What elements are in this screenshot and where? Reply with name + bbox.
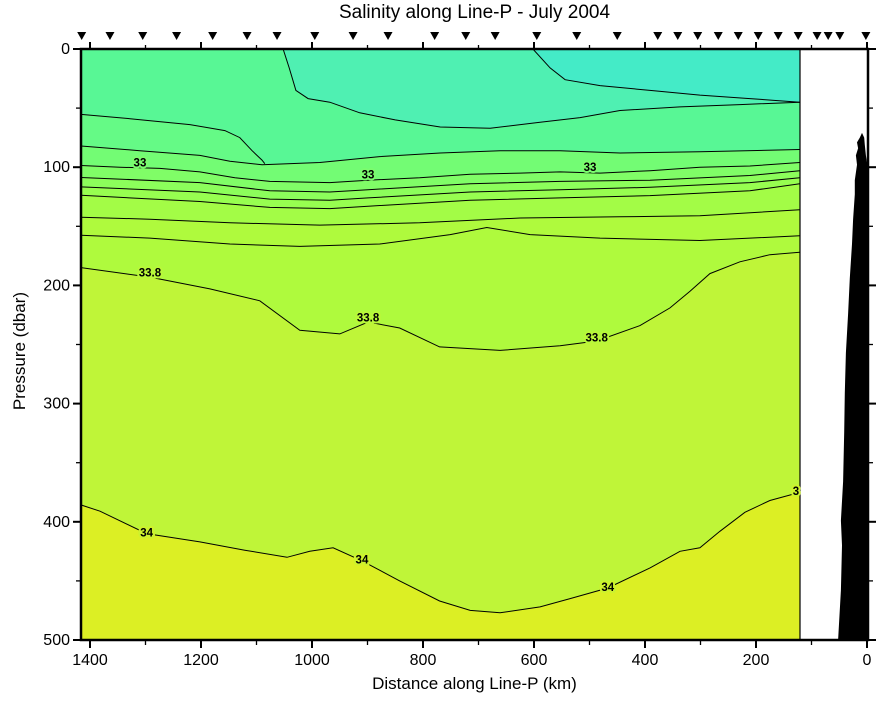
station-marker-icon bbox=[823, 32, 833, 40]
station-marker-icon bbox=[835, 32, 845, 40]
tick-labels-group: 1400 1200 1000 800 600 400 200 0 0 100 200 300 400 50… bbox=[43, 41, 871, 669]
contour-label: 33 bbox=[584, 162, 597, 174]
contour-label: 33 bbox=[134, 157, 147, 169]
contour-label: 3 bbox=[793, 486, 799, 498]
station-marker-icon bbox=[138, 32, 148, 40]
x-tick-label: 600 bbox=[521, 652, 548, 669]
station-marker-icon bbox=[861, 32, 871, 40]
station-marker-icon bbox=[733, 32, 743, 40]
station-marker-icon bbox=[310, 32, 320, 40]
station-marker-icon bbox=[532, 32, 542, 40]
y-axis-title: Pressure (dbar) bbox=[10, 291, 29, 411]
station-marker-icon bbox=[490, 32, 500, 40]
station-marker-icon bbox=[383, 32, 393, 40]
contour-lines-group bbox=[81, 49, 800, 614]
station-marker-icon bbox=[753, 32, 763, 40]
ticks-group bbox=[73, 42, 876, 648]
x-tick-label: 1400 bbox=[72, 652, 108, 669]
x-tick-label: 200 bbox=[743, 652, 770, 669]
station-marker-icon bbox=[77, 32, 87, 40]
fill-bands-group bbox=[81, 49, 800, 640]
station-marker-icon bbox=[673, 32, 683, 40]
contour-label: 34 bbox=[140, 527, 153, 539]
y-tick-label: 400 bbox=[43, 514, 70, 531]
x-tick-label: 1000 bbox=[294, 652, 330, 669]
station-marker-icon bbox=[172, 32, 182, 40]
x-tick-label: 800 bbox=[410, 652, 437, 669]
contour-label: 33 bbox=[362, 169, 375, 181]
station-marker-icon bbox=[242, 32, 252, 40]
y-tick-label: 0 bbox=[61, 41, 70, 58]
contour-labels-group: 33 33 33 33.8 33.8 33.8 34 34 34 3 bbox=[132, 155, 802, 595]
x-tick-label: 400 bbox=[632, 652, 659, 669]
contour-label: 33.8 bbox=[586, 332, 609, 344]
y-tick-label: 100 bbox=[43, 159, 70, 176]
station-marker-icon bbox=[693, 32, 703, 40]
contour-label: 34 bbox=[356, 555, 369, 567]
station-marker-icon bbox=[348, 32, 358, 40]
y-tick-label: 200 bbox=[43, 277, 70, 294]
station-markers-group bbox=[77, 32, 871, 40]
chart-title: Salinity along Line-P - July 2004 bbox=[338, 2, 611, 23]
station-marker-icon bbox=[208, 32, 218, 40]
y-tick-label: 500 bbox=[43, 632, 70, 649]
station-marker-icon bbox=[773, 32, 783, 40]
x-tick-label: 1200 bbox=[183, 652, 219, 669]
station-marker-icon bbox=[612, 32, 622, 40]
contour-label: 33.8 bbox=[139, 267, 162, 279]
station-marker-icon bbox=[812, 32, 822, 40]
station-marker-icon bbox=[713, 32, 723, 40]
station-marker-icon bbox=[653, 32, 663, 40]
station-marker-icon bbox=[430, 32, 440, 40]
y-tick-label: 300 bbox=[43, 396, 70, 413]
x-tick-label: 0 bbox=[863, 652, 872, 669]
bathymetry-silhouette bbox=[838, 132, 867, 640]
station-marker-icon bbox=[461, 32, 471, 40]
contour-label: 33.8 bbox=[357, 312, 380, 324]
station-marker-icon bbox=[793, 32, 803, 40]
station-marker-icon bbox=[105, 32, 115, 40]
contour-label: 34 bbox=[601, 582, 614, 594]
station-marker-icon bbox=[272, 32, 282, 40]
x-axis-title: Distance along Line-P (km) bbox=[372, 674, 577, 693]
station-marker-icon bbox=[572, 32, 582, 40]
